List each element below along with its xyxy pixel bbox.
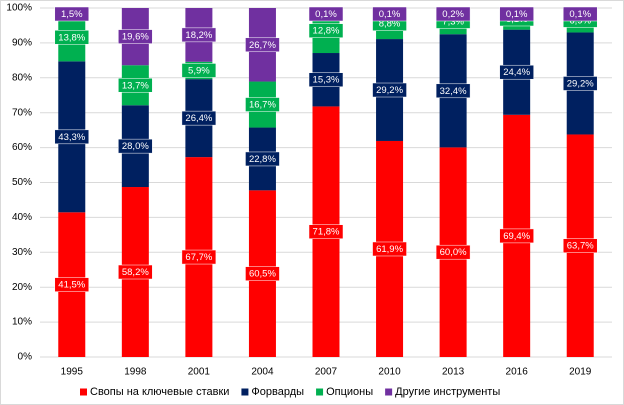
y-tick-label: 60% bbox=[12, 142, 32, 153]
y-tick-label: 70% bbox=[12, 107, 32, 118]
data-label-box bbox=[372, 82, 407, 98]
legend-label: Форварды bbox=[251, 386, 304, 398]
legend-swatch bbox=[316, 388, 324, 396]
x-tick-label: 1998 bbox=[124, 367, 147, 378]
data-label-box bbox=[308, 23, 344, 38]
data-label-box bbox=[308, 224, 344, 239]
data-label: 1,5% bbox=[61, 9, 83, 20]
data-label-box bbox=[54, 129, 90, 145]
data-label-box bbox=[181, 63, 217, 78]
data-label: 41,5% bbox=[58, 280, 85, 291]
y-tick-label: 10% bbox=[12, 317, 32, 328]
y-tick-label: 50% bbox=[12, 177, 32, 188]
data-label: 28,0% bbox=[122, 141, 149, 152]
data-label: 60,5% bbox=[249, 269, 276, 280]
data-label-box bbox=[372, 6, 407, 22]
x-tick-label: 2007 bbox=[315, 367, 338, 378]
legend-label: Свопы на ключевые ставки bbox=[90, 386, 229, 398]
data-label-box bbox=[308, 6, 344, 22]
x-tick-label: 2019 bbox=[569, 367, 592, 378]
data-label-box bbox=[118, 264, 153, 280]
y-tick-label: 0% bbox=[18, 352, 33, 363]
data-label-box bbox=[499, 228, 534, 244]
data-label: 32,4% bbox=[440, 86, 467, 97]
data-label: 0,1% bbox=[379, 9, 401, 20]
data-label: 12,8% bbox=[313, 26, 340, 37]
y-tick-label: 30% bbox=[12, 247, 32, 258]
data-label: 22,8% bbox=[249, 154, 276, 165]
data-label-box bbox=[562, 6, 598, 22]
data-label: 13,7% bbox=[122, 80, 149, 91]
data-label-box bbox=[245, 37, 280, 53]
legend-swatch bbox=[385, 388, 393, 396]
data-label: 0,1% bbox=[506, 9, 528, 20]
data-label: 19,6% bbox=[122, 32, 149, 43]
data-label: 26,7% bbox=[249, 40, 276, 51]
data-label: 18,2% bbox=[185, 30, 212, 41]
data-label-box bbox=[118, 29, 153, 44]
data-label: 8,8% bbox=[379, 19, 401, 30]
data-label-box bbox=[435, 6, 471, 22]
data-label: 29,2% bbox=[376, 85, 403, 96]
data-label: 43,3% bbox=[58, 132, 85, 143]
data-label-box bbox=[562, 76, 598, 91]
data-label-box bbox=[118, 138, 153, 154]
data-label-box bbox=[245, 266, 280, 281]
data-label-box bbox=[308, 72, 344, 87]
data-label-box bbox=[54, 30, 90, 45]
data-label: 63,7% bbox=[567, 241, 594, 252]
data-label-box bbox=[54, 6, 90, 22]
y-tick-label: 90% bbox=[12, 38, 32, 49]
y-tick-label: 40% bbox=[12, 212, 32, 223]
data-label: 13,8% bbox=[58, 32, 85, 43]
data-label-box bbox=[372, 241, 407, 257]
data-label-box bbox=[562, 238, 598, 253]
data-label: 24,4% bbox=[503, 67, 530, 78]
x-tick-label: 2010 bbox=[378, 367, 401, 378]
data-label-box bbox=[181, 27, 217, 43]
data-label-box bbox=[54, 277, 90, 292]
data-label: 60,0% bbox=[440, 247, 467, 258]
data-label: 0,1% bbox=[315, 9, 337, 20]
data-label: 0,1% bbox=[569, 9, 591, 20]
data-label-box bbox=[245, 97, 280, 112]
data-label-box bbox=[118, 77, 153, 93]
data-label: 5,9% bbox=[188, 65, 210, 76]
data-label: 29,2% bbox=[567, 78, 594, 89]
data-label: 61,9% bbox=[376, 244, 403, 255]
data-label-box bbox=[499, 6, 534, 22]
data-label: 26,4% bbox=[185, 113, 212, 124]
x-tick-label: 2001 bbox=[188, 367, 211, 378]
data-label-box bbox=[181, 110, 217, 126]
data-label: 15,3% bbox=[313, 75, 340, 86]
legend-label: Другие инструменты bbox=[395, 386, 500, 398]
x-tick-label: 2004 bbox=[251, 367, 274, 378]
data-label: 71,8% bbox=[313, 227, 340, 238]
data-label: 58,2% bbox=[122, 267, 149, 278]
legend-swatch bbox=[80, 388, 87, 396]
data-label: 69,4% bbox=[503, 231, 530, 242]
data-label-box bbox=[181, 249, 217, 265]
data-label-box bbox=[435, 83, 471, 99]
data-label: 0,2% bbox=[442, 9, 464, 20]
x-tick-label: 2013 bbox=[442, 367, 465, 378]
y-tick-label: 20% bbox=[12, 282, 32, 293]
x-tick-label: 2016 bbox=[506, 367, 529, 378]
legend-label: Опционы bbox=[326, 386, 373, 398]
data-label-box bbox=[499, 64, 534, 80]
data-label-box bbox=[435, 244, 471, 260]
y-tick-label: 80% bbox=[12, 72, 32, 83]
y-tick-label: 100% bbox=[6, 3, 32, 14]
data-label-box bbox=[245, 151, 280, 167]
x-tick-label: 1995 bbox=[61, 367, 84, 378]
legend-swatch bbox=[241, 388, 249, 396]
data-label: 7,3% bbox=[442, 16, 464, 27]
data-label: 16,7% bbox=[249, 100, 276, 111]
data-label: 67,7% bbox=[185, 252, 212, 263]
